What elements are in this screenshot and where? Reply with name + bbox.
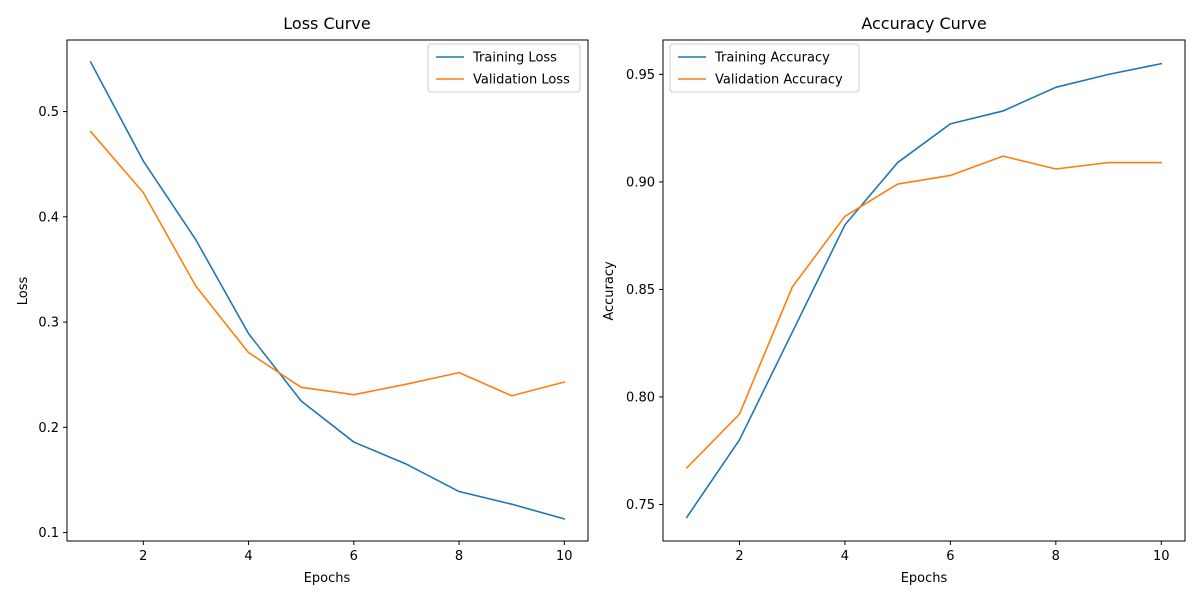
accuracy-chart: Accuracy Curve Epochs Accuracy 2 4 6 8 10 0.7… <box>602 14 1186 586</box>
loss-chart-ytick-label: 0.5 <box>38 105 59 120</box>
loss-chart-xtick-label: 4 <box>244 549 252 564</box>
accuracy-chart-xtick-label: 2 <box>735 549 743 564</box>
accuracy-chart-ytick-label: 0.80 <box>626 390 655 405</box>
loss-chart-title: Loss Curve <box>283 14 370 33</box>
accuracy-chart-legend-box <box>669 43 860 93</box>
accuracy-chart-xtick-label: 10 <box>1153 549 1170 564</box>
accuracy-chart-xtick-label: 4 <box>841 549 849 564</box>
loss-chart-xtick-label: 8 <box>455 549 463 564</box>
accuracy-chart-legend-label: Training Accuracy <box>714 51 830 66</box>
accuracy-chart-ylabel: Accuracy <box>602 261 617 321</box>
accuracy-chart-ticks: 2 4 6 8 10 0.75 0.80 0.85 0.90 0.95 <box>626 68 1169 564</box>
loss-chart-ytick-label: 0.2 <box>38 421 59 436</box>
loss-chart-ytick-label: 0.1 <box>38 526 59 541</box>
loss-chart-legend-label: Validation Loss <box>473 73 570 88</box>
loss-chart-plot-area <box>66 39 589 542</box>
accuracy-chart-xtick-label: 6 <box>946 549 954 564</box>
accuracy-chart-series-2-line <box>685 155 1163 470</box>
loss-chart-xtick-label: 10 <box>556 549 573 564</box>
accuracy-chart-legend: Training Accuracy Validation Accuracy <box>669 43 860 93</box>
accuracy-chart-plot-area <box>662 39 1186 542</box>
accuracy-chart-lines <box>685 62 1163 519</box>
loss-chart-ytick-label: 0.4 <box>38 210 59 225</box>
accuracy-chart-series-1-line <box>685 62 1163 519</box>
loss-chart-series-1-line <box>89 61 566 520</box>
loss-chart-legend-label: Training Loss <box>472 51 557 66</box>
loss-chart-series-2-line <box>89 130 566 397</box>
accuracy-chart-xlabel: Epochs <box>901 571 948 586</box>
loss-chart-xtick-label: 6 <box>350 549 358 564</box>
loss-chart: Loss Curve Epochs Loss 2 4 6 8 10 0.1 0.2 0.3 0.… <box>16 14 589 586</box>
accuracy-chart-title: Accuracy Curve <box>861 14 986 33</box>
accuracy-chart-ytick-label: 0.90 <box>626 175 655 190</box>
loss-chart-xlabel: Epochs <box>304 571 351 586</box>
loss-chart-ticks: 2 4 6 8 10 0.1 0.2 0.3 0.4 0.5 <box>38 105 572 564</box>
accuracy-chart-xtick-label: 8 <box>1052 549 1060 564</box>
accuracy-chart-ytick-label: 0.85 <box>626 283 655 298</box>
loss-chart-xtick-label: 2 <box>139 549 147 564</box>
loss-chart-lines <box>89 61 566 520</box>
accuracy-chart-legend-label: Validation Accuracy <box>715 73 843 88</box>
accuracy-chart-ytick-label: 0.95 <box>626 68 655 83</box>
loss-chart-legend: Training Loss Validation Loss <box>427 43 581 93</box>
loss-chart-legend-box <box>427 43 581 93</box>
loss-chart-ylabel: Loss <box>16 277 31 306</box>
loss-chart-ytick-label: 0.3 <box>38 316 59 331</box>
accuracy-chart-ytick-label: 0.75 <box>626 498 655 513</box>
